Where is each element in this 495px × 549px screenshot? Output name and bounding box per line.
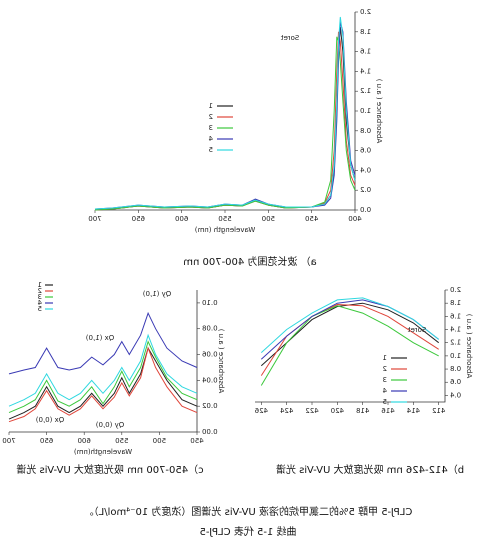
caption: b）412-426 nm 吸光度放大 UV-Vis 光谱 [276, 463, 464, 476]
annotation: Qx (0,0) [36, 416, 65, 424]
x-tick-label: 700 [88, 215, 101, 223]
y-tick-label: 0.04 [201, 376, 217, 384]
annotation: Soret [281, 34, 300, 42]
x-tick-label: 424 [279, 407, 293, 415]
y-axis-label: Absorbance ( a.u ) [375, 79, 383, 144]
axis-frame [95, 12, 356, 211]
y-axis-label: Absorbance ( a.u ) [217, 329, 225, 394]
x-axis-label: Wavelength(nm) [74, 448, 133, 456]
y-tick-label: 2.0 [450, 286, 461, 294]
curve [260, 297, 440, 353]
y-tick-label: 1.4 [449, 326, 461, 334]
x-tick-label: 450 [305, 215, 318, 223]
x-tick-label: 426 [254, 407, 268, 415]
curve [8, 346, 198, 423]
y-tick-label: 1.6 [449, 312, 461, 320]
legend-label: 1 [209, 102, 213, 110]
x-tick-label: 500 [262, 215, 275, 223]
caption: c）450-700 nm 吸光度放大 UV-Vis 光谱 [16, 463, 203, 476]
y-tick-label: 0.10 [202, 299, 218, 307]
x-tick-label: 412 [432, 407, 445, 415]
x-tick-label: 420 [331, 407, 344, 415]
caption: a） 波长范围为 400-700 nm [183, 255, 317, 268]
x-tick-label: 418 [356, 407, 369, 415]
legend-label: 1 [38, 281, 42, 289]
curve [8, 333, 198, 407]
y-tick-label: 1.0 [450, 352, 461, 360]
x-tick-label: 500 [153, 437, 166, 445]
x-tick-label: 650 [132, 215, 145, 223]
curve [260, 305, 439, 386]
x-tick-label: 400 [348, 215, 361, 223]
axis-frame [255, 290, 446, 403]
annotation: Soret [408, 326, 427, 334]
y-tick-label: 0.02 [202, 402, 218, 410]
legend-label: 4 [382, 387, 387, 395]
curve [8, 311, 198, 375]
x-tick-label: 422 [305, 407, 318, 415]
x-tick-label: 416 [381, 407, 395, 415]
curve [94, 36, 356, 211]
annotation: Qx (1,0) [86, 334, 115, 342]
y-tick-label: 1.6 [359, 48, 371, 56]
legend-label: 3 [38, 293, 42, 301]
y-tick-label: 0.4 [359, 166, 371, 174]
curve [260, 302, 440, 367]
y-tick-label: 1.8 [450, 299, 461, 307]
legend-label: 1 [383, 354, 387, 362]
y-tick-label: 0.06 [201, 351, 217, 359]
y-tick-label: 0.6 [449, 378, 461, 386]
legend-label: 2 [383, 365, 387, 373]
x-tick-label: 700 [2, 437, 15, 445]
y-tick-label: 1.2 [450, 339, 461, 347]
annotation: Qy (0,0) [96, 421, 125, 429]
curve [8, 340, 198, 414]
curve [94, 21, 356, 210]
curve [260, 303, 439, 376]
annotation: Qy (1,0) [143, 290, 172, 298]
y-tick-label: 0.8 [360, 127, 371, 135]
legend-label: 5 [38, 305, 42, 313]
curve [8, 346, 198, 420]
y-tick-label: 0.08 [202, 325, 218, 333]
x-tick-label: 450 [190, 437, 203, 445]
legend-label: 5 [209, 146, 213, 154]
y-tick-label: 1.4 [359, 67, 371, 75]
y-tick-label: 1.2 [360, 87, 371, 95]
legend-label: 2 [38, 287, 42, 295]
y-tick-label: 0.2 [360, 186, 371, 194]
x-tick-label: 414 [406, 407, 420, 415]
figure-caption: CLPJ-5 甲醇 5%的二氯甲烷的溶液 UV-Vis 光谱图（浓度为 10⁻⁴… [84, 505, 413, 518]
legend-label: 4 [37, 299, 42, 307]
legend-label: 2 [209, 113, 213, 121]
x-tick-label: 600 [175, 215, 188, 223]
legend-label: 3 [209, 124, 213, 132]
y-tick-label: 1.0 [360, 107, 371, 115]
curve [94, 31, 356, 211]
curve [94, 26, 356, 211]
x-axis-label: Wavelength (nm) [194, 226, 255, 234]
x-tick-label: 600 [78, 437, 91, 445]
x-tick-label: 550 [115, 437, 128, 445]
y-tick-label: 2.0 [360, 8, 371, 16]
y-tick-label: 0.00 [202, 428, 218, 436]
y-tick-label: 0.4 [449, 391, 461, 399]
legend-label: 4 [208, 135, 213, 143]
y-tick-label: 0.6 [359, 147, 371, 155]
y-tick-label: 0.8 [450, 365, 461, 373]
curve [94, 16, 356, 210]
x-tick-label: 650 [40, 437, 53, 445]
y-tick-label: 1.8 [360, 28, 371, 36]
y-tick-label: 0.0 [360, 206, 371, 214]
legend-label: 5 [383, 398, 387, 406]
y-axis-label: Absorbance ( a.u ) [465, 314, 473, 379]
x-tick-label: 550 [218, 215, 231, 223]
legend-label: 3 [383, 376, 387, 384]
figure-caption: 曲线 1-5 代表 CLPJ-5 [199, 525, 296, 538]
